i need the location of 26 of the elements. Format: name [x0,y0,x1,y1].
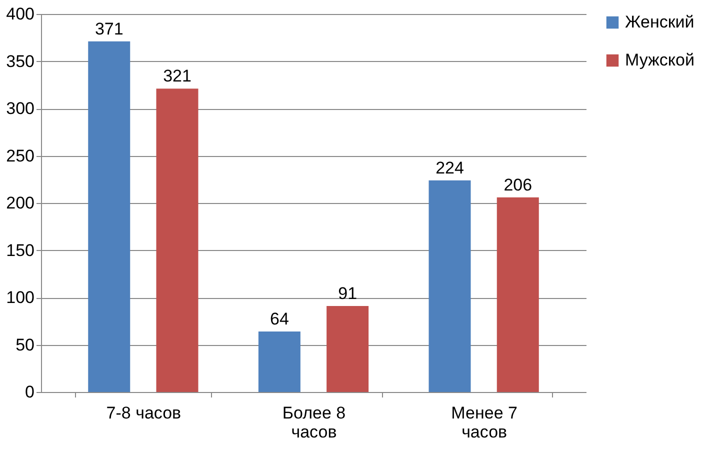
y-tick-label: 350 [6,52,34,71]
legend-label: Мужской [625,50,694,70]
data-label: 371 [94,19,124,38]
y-tick-label: 200 [6,194,34,212]
bar [258,332,300,392]
y-tick-label: 150 [6,240,34,260]
bar [326,306,369,392]
x-tick-label: 7-8 часов [106,404,182,422]
bar [496,197,539,392]
y-tick-label: 400 [6,4,34,24]
legend-label: Женский [625,12,694,32]
bar [428,180,471,392]
y-tick-label: 250 [6,146,34,166]
y-tick-label: 300 [6,99,34,118]
data-label: 321 [163,66,192,86]
y-tick-label: 100 [6,288,34,307]
x-tick-label: Менее 7 часов [451,404,518,442]
bar [88,41,130,392]
y-tick-label: 50 [16,335,34,354]
data-label: 91 [338,284,358,304]
bar [156,88,198,392]
data-label: 64 [270,310,289,329]
y-tick-label: 0 [25,382,34,402]
data-label: 224 [436,158,464,178]
x-tick-label: Более 8 часов [282,404,346,442]
data-label: 206 [504,175,532,194]
